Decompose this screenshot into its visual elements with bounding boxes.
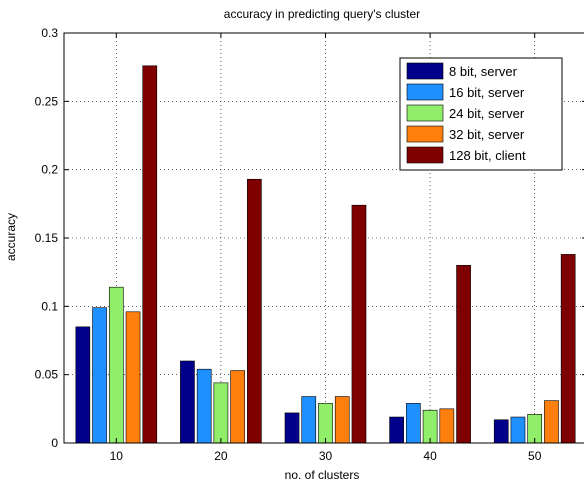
bar-5-20 [247,178,262,444]
bar-4-20 [230,370,245,444]
y-axis-label: accuracy [4,213,18,261]
x-tick-label: 50 [528,449,542,463]
legend-label: 8 bit, server [449,64,518,79]
x-tick-label: 20 [214,449,228,463]
chart-title: accuracy in predicting query's cluster [224,7,420,21]
legend-swatch [406,125,444,143]
y-tick-label: 0.15 [35,231,59,245]
bar-4-50 [544,400,559,444]
legend-label: 128 bit, client [449,148,526,163]
x-tick-label: 10 [110,449,124,463]
bar-4-10 [125,311,141,444]
legend-swatch [406,83,444,101]
bar-3-20 [213,382,229,444]
legend-label: 32 bit, server [449,127,525,142]
bar-2-30 [301,396,317,444]
x-tick-label: 40 [423,449,437,463]
bar-4-40 [439,408,455,444]
ticks-group: 0 0.05 0.1 0.15 0.2 0.25 0.3 10 20 30 40 50 [35,26,584,463]
legend: 8 bit, server 16 bit, server 24 bit, serve… [399,57,563,171]
bar-1-10 [75,326,91,444]
bar-1-50 [493,419,509,444]
bar-5-50 [560,254,576,444]
y-tick-label: 0.25 [35,94,59,108]
y-tick-label: 0.05 [35,368,59,382]
bar-5-40 [456,265,471,444]
bar-2-20 [196,368,212,444]
y-tick-label: 0.1 [41,299,58,313]
bar-2-40 [406,403,421,444]
y-tick-label: 0.2 [41,163,58,177]
bar-3-30 [318,403,333,444]
bars-group [75,65,576,444]
bar-4-30 [334,396,350,444]
bar-3-10 [108,286,124,444]
legend-swatch [406,146,444,164]
legend-swatch [406,62,444,80]
legend-swatch [406,104,444,122]
bar-1-20 [180,360,195,444]
y-tick-label: 0.3 [41,26,58,40]
bar-1-30 [284,412,300,444]
bar-2-10 [92,307,107,444]
x-tick-label: 30 [319,449,333,463]
bar-2-50 [510,416,526,444]
bar-5-10 [142,65,158,444]
bar-1-40 [389,416,404,444]
legend-label: 24 bit, server [449,106,525,121]
y-tick-label: 0 [51,436,58,450]
x-axis-label: no. of clusters [285,468,360,482]
bar-5-30 [351,204,367,444]
legend-label: 16 bit, server [449,85,525,100]
